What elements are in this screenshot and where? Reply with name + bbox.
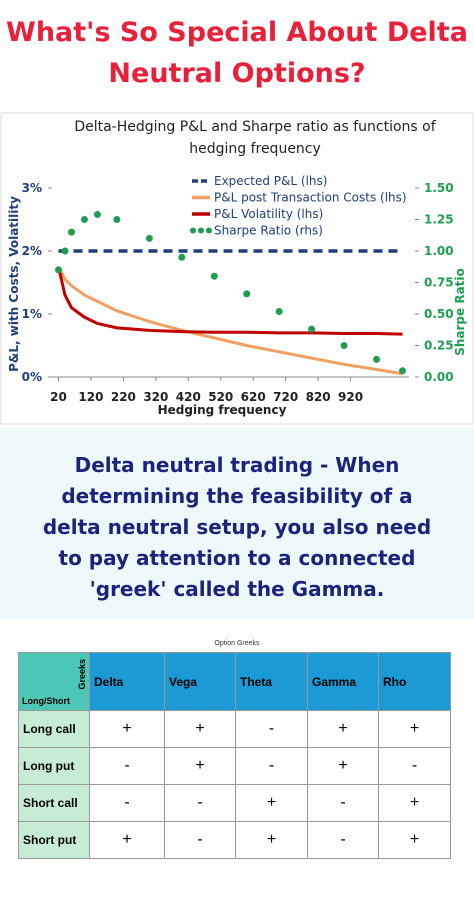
sharpe-point [243,290,251,298]
greeks-table: Greeks Long/Short Delta Vega Theta Gamma Rho Lo… [18,652,451,859]
y2-tick-label: 0.50 [424,307,454,321]
y2-axis-label: Sharpe Ratio [453,268,467,356]
sharpe-point [340,342,348,349]
sign-cell: + [235,821,308,859]
y2-tick-label: 1.25 [424,213,454,227]
table-row: Long put - + - + - [18,747,451,785]
sign-cell: - [89,747,165,785]
sign-cell: - [235,747,308,785]
corner-bottom: Long/Short [22,696,70,706]
sharpe-point [399,367,407,375]
y2-tick-label: 0.00 [424,370,454,384]
row-label: Long put [18,747,90,785]
sharpe-point [113,216,121,223]
sign-cell: - [164,784,236,822]
text-panel: Delta neutral trading - When determining… [0,428,474,618]
sharpe-point [61,247,69,255]
sign-cell: - [307,821,379,859]
sign-cell: - [307,784,379,822]
sharpe-point [373,355,381,363]
y-tick-label: 3% [22,181,42,195]
legend-symbol [190,227,196,234]
x-tick-label: 520 [208,390,233,404]
sign-cell: + [89,710,165,748]
sharpe-point [93,210,101,218]
sharpe-point [80,216,88,223]
sharpe-point [178,253,186,261]
sign-cell: + [307,710,379,748]
y2-tick-label: 1.50 [424,181,454,195]
y-tick-label: 1% [22,307,42,321]
table-row: Short put + - + - + [18,821,451,859]
y2-tick-label: 0.25 [424,339,454,353]
corner-top: Greeks [77,659,87,690]
column-header: Rho [378,652,451,711]
sharpe-point [67,228,75,236]
x-tick-label: 120 [78,390,103,404]
legend-symbol [198,227,204,234]
sharpe-point [54,266,62,274]
row-label: Short put [18,821,90,859]
x-axis-label: Hedging frequency [158,403,287,417]
corner-cell: Greeks Long/Short [18,652,90,711]
sign-cell: + [378,710,451,748]
sign-cell: - [89,784,165,822]
header-row: Greeks Long/Short Delta Vega Theta Gamma Rho [18,652,451,711]
legend-label: Expected P&L (lhs) [214,174,327,188]
series-line [57,266,403,336]
table-row: Short call - - + - + [18,784,451,822]
y2-tick-label: 1.00 [424,244,454,258]
chart-title: Delta-Hedging P&L and Sharpe ratio as fu… [74,119,436,157]
y-tick-label: 0% [22,370,42,384]
sign-cell: + [89,821,165,859]
sign-cell: + [307,747,379,785]
sign-cell: + [235,784,308,822]
column-header: Gamma [307,652,379,711]
sharpe-point [210,272,218,280]
sharpe-point [145,234,153,242]
sign-cell: - [378,747,451,785]
column-header: Vega [164,652,236,711]
legend-symbol [206,227,212,234]
y-tick-label: 2% [22,244,42,258]
sign-cell: + [164,710,236,748]
sign-cell: + [378,821,451,859]
row-label: Short call [18,784,90,822]
x-tick-label: 420 [176,390,201,404]
row-label: Long call [18,710,90,748]
x-tick-label: 720 [273,390,298,404]
body-text: Delta neutral trading - When determining… [42,453,432,601]
x-tick-label: 920 [338,390,363,404]
legend-label: Sharpe Ratio (rhs) [214,224,323,238]
chart-title-box: Delta-Hedging P&L and Sharpe ratio as fu… [74,119,436,157]
legend-label: P&L post Transaction Costs (lhs) [214,191,407,205]
x-tick-label: 620 [241,390,266,404]
chart: Delta-Hedging P&L and Sharpe ratio as fu… [0,112,474,425]
x-tick-label: 820 [306,390,331,404]
column-header: Delta [89,652,165,711]
sign-cell: + [378,784,451,822]
sharpe-point [308,325,316,333]
y2-tick-label: 0.75 [424,276,454,290]
legend-label: P&L Volatility (lhs) [214,207,323,221]
page-title: What's So Special About Delta Neutral Op… [6,17,468,89]
sign-cell: - [235,710,308,748]
sign-cell: - [164,821,236,859]
column-header: Theta [235,652,308,711]
table-caption: Option Greeks [214,640,260,647]
table-row: Long call + + - + + [18,710,451,748]
x-tick-label: 220 [111,390,136,404]
x-tick-label: 20 [50,390,67,404]
sharpe-point [275,307,283,315]
x-tick-label: 320 [143,390,168,404]
y-axis-label: P&L, with Costs, Volatility [7,196,21,372]
sign-cell: + [164,747,236,785]
